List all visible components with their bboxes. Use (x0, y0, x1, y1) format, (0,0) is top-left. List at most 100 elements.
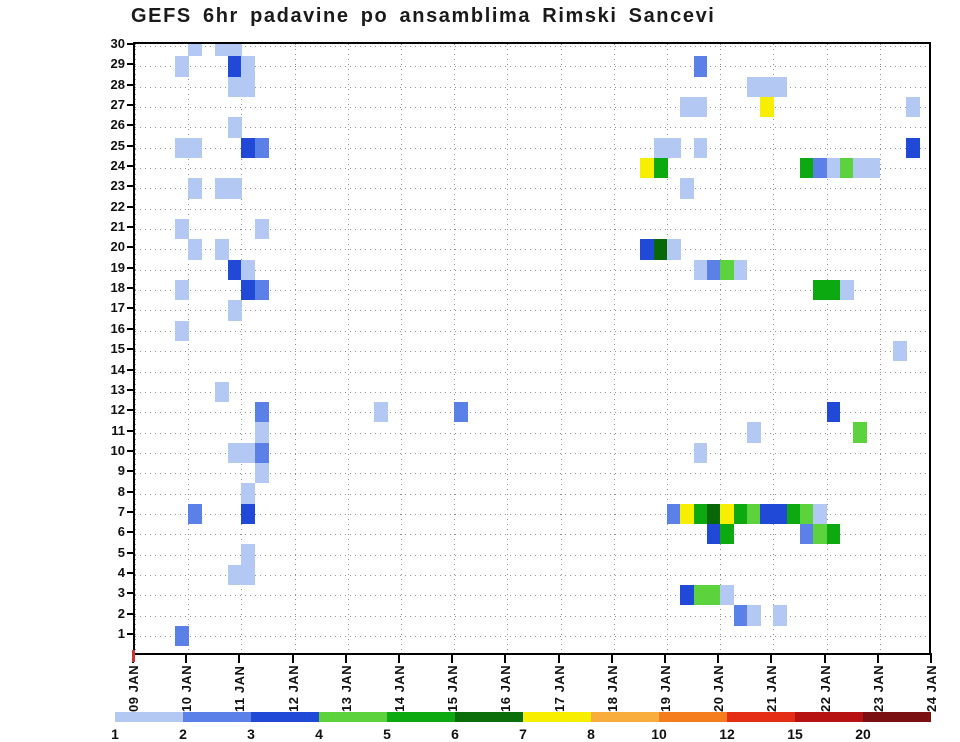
y-axis-tick (127, 388, 134, 391)
x-axis-label: 14 JAN (392, 664, 407, 712)
plot-area (133, 42, 931, 655)
member-gridline (135, 452, 929, 454)
y-axis-label: 27 (110, 97, 125, 113)
heatmap-cell (241, 76, 256, 97)
x-axis-label: 16 JAN (498, 664, 514, 712)
y-axis-label: 26 (110, 117, 125, 133)
member-gridline (135, 147, 929, 149)
member-gridline (135, 46, 929, 47)
x-axis-tick (451, 653, 454, 663)
heatmap-cell (667, 239, 681, 260)
x-axis-label: 20 JAN (711, 664, 727, 712)
y-axis-tick (127, 571, 134, 574)
x-axis-label: 09 JAN (126, 664, 141, 712)
heatmap-cell (853, 157, 868, 179)
heatmap-cell (746, 503, 761, 525)
legend-value-label: 10 (651, 726, 667, 742)
heatmap-cell (174, 320, 189, 341)
heatmap-cell (853, 422, 868, 443)
legend-value-label: 1 (111, 726, 119, 742)
legend-color-segment (795, 712, 863, 722)
x-axis-label: 19 JAN (658, 664, 673, 712)
heatmap-cell (254, 218, 269, 240)
y-axis-label: 19 (110, 259, 125, 275)
heatmap-cell (228, 300, 242, 321)
heatmap-cell (174, 56, 189, 77)
member-gridline (135, 636, 929, 637)
y-axis-tick (127, 43, 134, 45)
y-axis-tick (127, 612, 134, 615)
heatmap-cell (839, 157, 854, 179)
x-axis-label: 10 JAN (179, 664, 195, 712)
x-axis-label: 11 JAN (232, 665, 248, 712)
legend-color-segment (183, 712, 251, 722)
heatmap-cell (866, 157, 881, 179)
y-axis-label: 21 (110, 219, 125, 235)
legend-value-label: 7 (519, 726, 527, 742)
y-axis-label: 23 (110, 178, 125, 194)
heatmap-cell (826, 524, 841, 545)
member-gridline (135, 86, 929, 88)
heatmap-cell (640, 239, 655, 260)
x-axis-tick (291, 653, 294, 663)
x-axis-label: 23 JAN (870, 664, 886, 712)
y-axis-label: 16 (110, 320, 125, 336)
day-gridline (773, 44, 775, 653)
heatmap-cell (813, 503, 828, 525)
heatmap-cell (228, 564, 242, 586)
member-gridline (135, 229, 929, 231)
x-axis-tick (930, 653, 932, 663)
y-axis-label: 18 (110, 280, 125, 296)
legend-color-segment (387, 712, 455, 722)
heatmap-cell (826, 157, 841, 179)
x-axis-tick (238, 653, 241, 663)
member-gridline (135, 208, 929, 210)
heatmap-cell (254, 442, 269, 464)
heatmap-cell (241, 503, 256, 525)
heatmap-cell (228, 44, 242, 57)
y-axis-tick (127, 470, 134, 473)
y-axis-label: 24 (110, 158, 125, 174)
y-axis-tick (127, 327, 134, 330)
heatmap-cell (813, 157, 828, 179)
y-axis-label: 6 (117, 524, 125, 540)
heatmap-cell (640, 157, 655, 179)
y-axis-tick (127, 592, 134, 595)
day-gridline (667, 44, 668, 653)
heatmap-cell (839, 279, 854, 301)
heatmap-cell (188, 239, 203, 260)
member-gridline (135, 513, 929, 515)
heatmap-cell (733, 503, 748, 525)
heatmap-cell (188, 44, 203, 57)
heatmap-cell (693, 259, 708, 280)
y-axis-label: 30 (110, 36, 125, 51)
x-axis-tick (504, 653, 507, 663)
y-axis-tick (127, 368, 134, 371)
legend-color-segment (115, 712, 183, 722)
heatmap-cell (188, 178, 203, 199)
legend-value-label: 3 (247, 726, 255, 742)
day-gridline (401, 44, 402, 653)
y-axis-tick (127, 63, 134, 66)
legend-value-label: 6 (451, 726, 459, 742)
heatmap-cell (254, 279, 269, 301)
heatmap-cell (174, 137, 189, 158)
y-axis-label: 13 (110, 381, 125, 397)
y-axis-label: 20 (110, 239, 125, 255)
y-axis-label: 12 (110, 402, 125, 418)
heatmap-cell (228, 178, 242, 199)
x-axis-tick (610, 653, 613, 663)
heatmap-cell (746, 422, 761, 443)
y-axis-label: 2 (117, 605, 125, 621)
heatmap-cell (906, 137, 921, 158)
legend-color-segment (523, 712, 591, 722)
heatmap-cell (228, 56, 242, 77)
heatmap-cell (214, 381, 229, 403)
legend-value-label: 15 (787, 726, 803, 742)
heatmap-cell (733, 605, 748, 626)
x-axis-tick (344, 653, 347, 663)
heatmap-cell (813, 524, 828, 545)
heatmap-cell (720, 524, 735, 545)
legend-value-label: 4 (315, 726, 323, 742)
heatmap-cell (214, 178, 229, 199)
